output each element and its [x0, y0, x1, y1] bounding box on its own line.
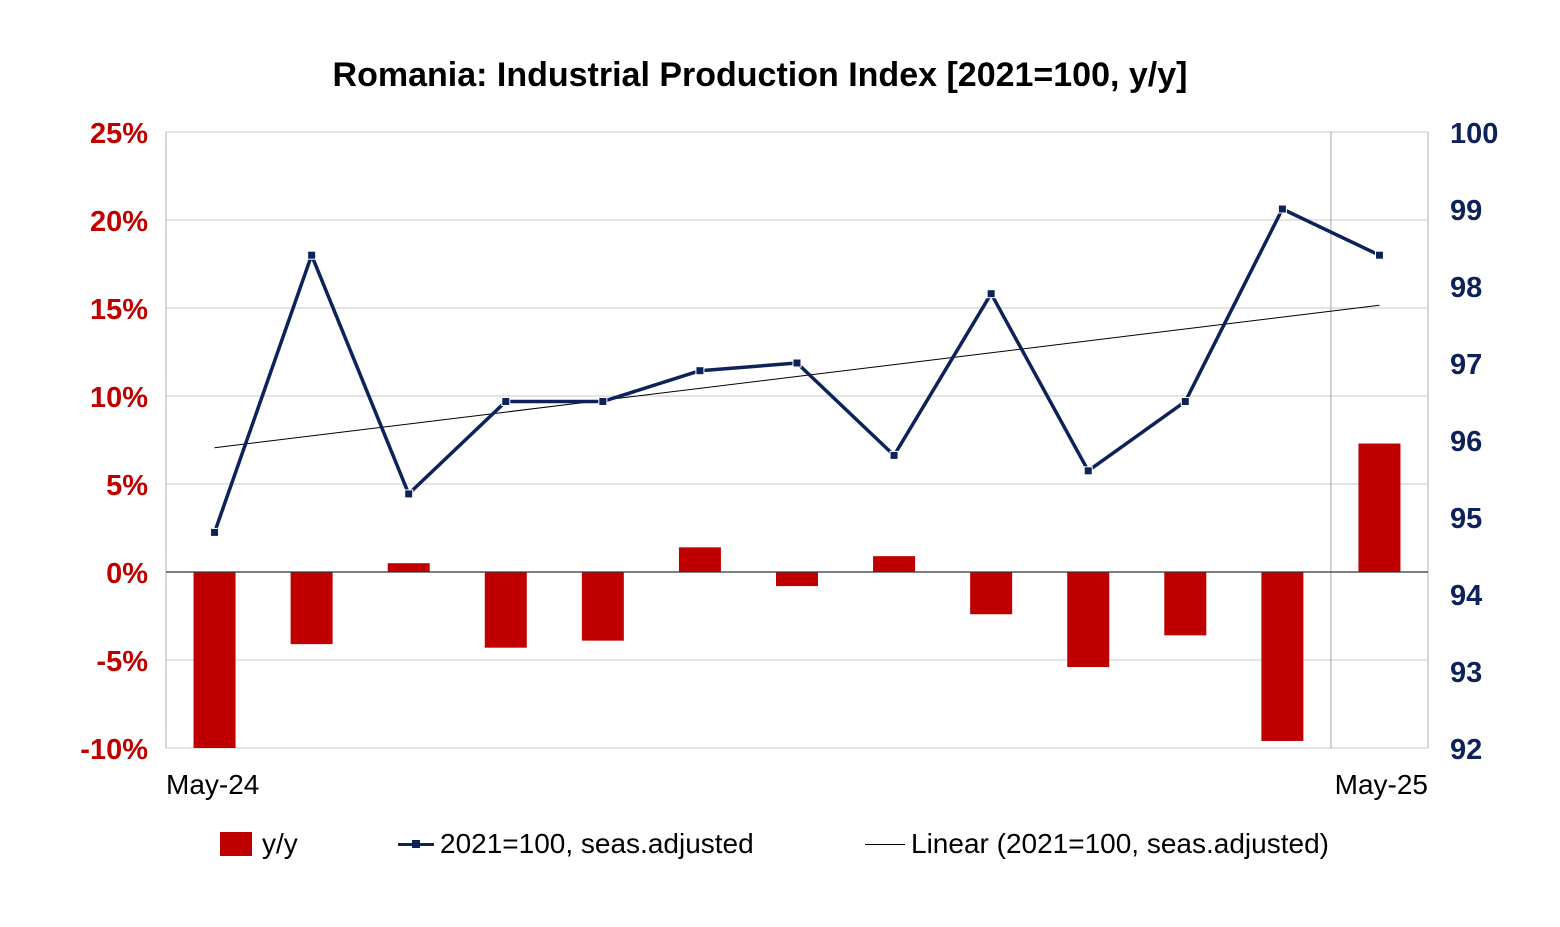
bar-yy	[678, 547, 721, 572]
index-marker	[792, 358, 802, 368]
index-marker	[1277, 204, 1287, 214]
left-axis-tick-label: 5%	[106, 470, 148, 502]
left-axis-tick-label: 20%	[90, 206, 148, 238]
bar-yy	[1358, 443, 1401, 572]
bar-yy	[290, 572, 333, 645]
index-marker	[1083, 466, 1093, 476]
index-marker	[695, 366, 705, 376]
legend: y/y 2021=100, seas.adjusted Linear (2021…	[220, 822, 1420, 866]
left-axis-tick-label: -5%	[96, 646, 148, 678]
legend-item-yy: y/y	[220, 822, 298, 866]
bar-yy	[970, 572, 1013, 615]
right-axis-tick-label: 93	[1450, 657, 1482, 689]
bar-yy	[193, 572, 236, 748]
x-axis-tick-label: May-24	[166, 769, 259, 800]
left-axis-tick-label: -10%	[80, 734, 148, 766]
index-marker	[986, 289, 996, 299]
index-marker	[404, 489, 414, 499]
index-marker	[1180, 397, 1190, 406]
legend-swatch-trend-line	[865, 832, 905, 856]
right-axis-tick-label: 92	[1450, 734, 1482, 766]
index-marker	[598, 397, 608, 406]
bar-yy	[581, 572, 624, 641]
left-axis-tick-label: 0%	[106, 558, 148, 590]
x-axis-tick-label: May-25	[1335, 769, 1428, 800]
bar-yy	[1261, 572, 1304, 741]
index-marker	[1374, 250, 1384, 260]
bar-yy	[1164, 572, 1207, 636]
index-marker	[210, 527, 220, 537]
legend-item-trend: Linear (2021=100, seas.adjusted)	[865, 822, 1329, 866]
index-marker	[501, 397, 511, 406]
right-axis-tick-label: 97	[1450, 349, 1482, 381]
left-axis-tick-label: 15%	[90, 294, 148, 326]
right-axis-tick-label: 99	[1450, 195, 1482, 227]
legend-label-index: 2021=100, seas.adjusted	[440, 828, 754, 859]
bar-yy	[387, 563, 430, 572]
legend-label-yy: y/y	[262, 828, 298, 859]
bar-yy	[484, 572, 527, 648]
bar-yy	[873, 556, 916, 572]
chart-title: Romania: Industrial Production Index [20…	[332, 56, 1188, 94]
right-axis-tick-label: 96	[1450, 426, 1482, 458]
trend-line	[214, 304, 1380, 449]
legend-swatch-index-line	[398, 832, 434, 856]
index-marker	[307, 250, 317, 260]
left-axis-tick-label: 25%	[90, 118, 148, 150]
legend-swatch-bar	[220, 832, 252, 856]
left-axis-tick-label: 10%	[90, 382, 148, 414]
index-marker	[889, 450, 899, 460]
right-axis-tick-label: 98	[1450, 272, 1482, 304]
bar-yy	[776, 572, 818, 587]
bar-yy	[1067, 572, 1110, 668]
legend-label-trend: Linear (2021=100, seas.adjusted)	[911, 828, 1329, 859]
legend-item-index: 2021=100, seas.adjusted	[398, 822, 754, 866]
right-axis-tick-label: 100	[1450, 118, 1498, 150]
right-axis-tick-label: 95	[1450, 503, 1482, 535]
right-axis-tick-label: 94	[1450, 580, 1482, 612]
